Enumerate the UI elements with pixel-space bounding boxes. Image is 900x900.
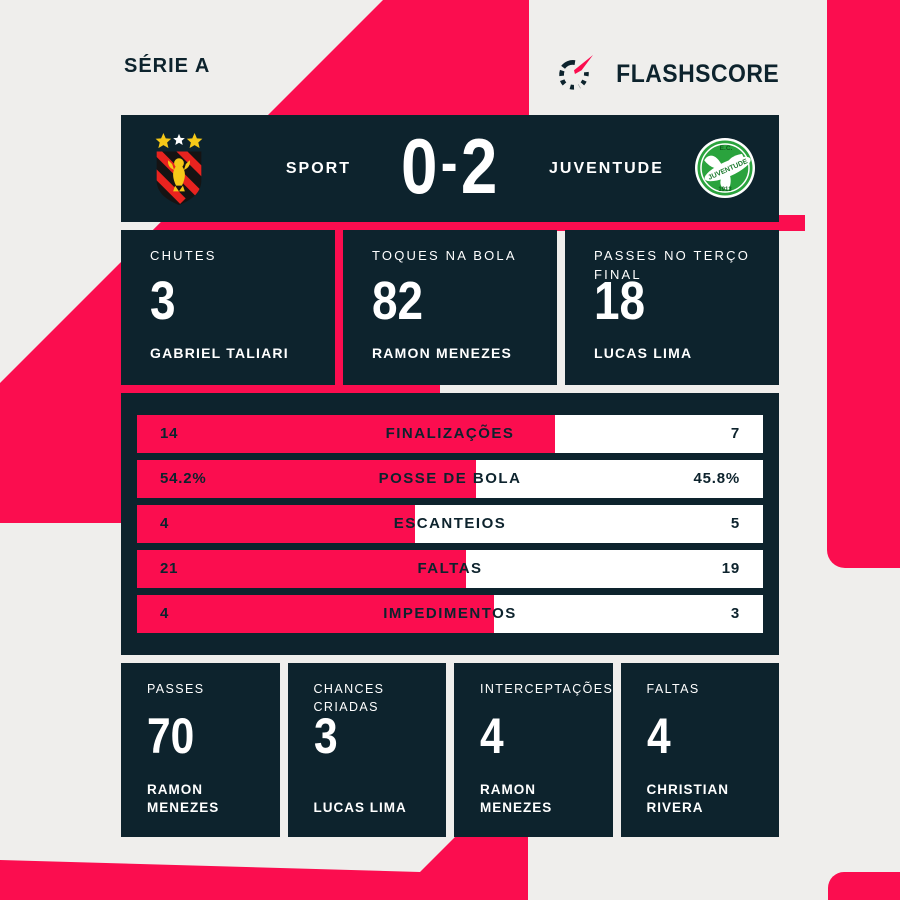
stat-label: CHUTES [150, 248, 217, 263]
league-title: SÉRIE A [124, 55, 211, 77]
flashscore-logo: FLASHSCORE [555, 53, 779, 95]
top-stat-boxes: CHUTES 3 GABRIEL TALIARI TOQUES NA BOLA … [121, 230, 779, 385]
stat-box-passes: PASSES 70 RAMON MENEZES [121, 663, 280, 837]
bar-home-fill [137, 550, 466, 588]
svg-text:E.C.: E.C. [720, 145, 733, 152]
stat-player: GABRIEL TALIARI [150, 345, 289, 362]
bar-away-value: 5 [730, 515, 740, 532]
home-score: 0 [400, 121, 440, 210]
svg-text:1913: 1913 [718, 187, 732, 193]
stat-box-chutes: CHUTES 3 GABRIEL TALIARI [121, 230, 335, 385]
flashscore-wordmark: FLASHSCORE [615, 59, 779, 88]
stat-value: 18 [594, 271, 646, 331]
stat-value: 3 [150, 271, 176, 331]
bottom-stat-boxes: PASSES 70 RAMON MENEZES CHANCES CRIADAS … [121, 663, 779, 837]
stat-box-passes-terco: PASSES NO TERÇO FINAL 18 LUCAS LIMA [565, 230, 779, 385]
bar-away-value: 3 [730, 605, 740, 622]
bar-away-value: 19 [721, 560, 740, 577]
sport-crest-icon [155, 132, 203, 206]
stat-player: RAMON MENEZES [147, 781, 220, 815]
bar-away-value: 7 [730, 425, 740, 442]
bar-home-fill [137, 505, 415, 543]
bar-stat-name: ESCANTEIOS [393, 515, 507, 532]
stat-box-faltas: FALTAS 4 CHRISTIAN RIVERA [620, 663, 779, 837]
flashscore-icon [558, 55, 593, 90]
bg-right-band [827, 0, 900, 568]
away-score: 2 [460, 121, 500, 210]
bar-home-value: 14 [160, 425, 179, 442]
stat-label: FALTAS [646, 682, 700, 696]
bar-stat-name: FINALIZAÇÕES [385, 425, 515, 442]
stat-label: INTERCEPTAÇÕES [480, 682, 614, 696]
bar-away-value: 45.8% [693, 470, 740, 487]
score-separator: - [440, 128, 460, 196]
bar-faltas: 21 FALTAS 19 [137, 550, 763, 588]
stat-label: PASSES [147, 682, 205, 696]
scoreboard-panel: SPORT 0-2 JUVENTUDE JUVENTUDE E.C. 1913 [121, 115, 779, 222]
bar-finalizacoes: 14 FINALIZAÇÕES 7 [137, 415, 763, 453]
bar-home-value: 21 [160, 560, 179, 577]
stat-box-toques: TOQUES NA BOLA 82 RAMON MENEZES [343, 230, 557, 385]
stat-player: CHRISTIAN RIVERA [646, 781, 729, 815]
juventude-crest-icon: JUVENTUDE E.C. 1913 [695, 138, 755, 198]
bar-stat-name: IMPEDIMENTOS [383, 605, 517, 622]
stat-player: RAMON MENEZES [372, 345, 513, 362]
comparison-bars-panel: 14 FINALIZAÇÕES 7 54.2% POSSE DE BOLA 45… [121, 393, 779, 655]
match-score: 0-2 [401, 126, 499, 204]
bg-bottom-right-corner [828, 872, 900, 900]
stat-player: RAMON MENEZES [480, 781, 553, 815]
bar-stat-name: FALTAS [417, 560, 483, 577]
stat-value: 3 [313, 708, 338, 764]
stat-label: TOQUES NA BOLA [372, 248, 517, 263]
bar-posse: 54.2% POSSE DE BOLA 45.8% [137, 460, 763, 498]
stat-box-interceptacoes: INTERCEPTAÇÕES 4 RAMON MENEZES [454, 663, 613, 837]
bar-home-fill [137, 595, 495, 633]
bar-home-value: 4 [160, 605, 170, 622]
bar-escanteios: 4 ESCANTEIOS 5 [137, 505, 763, 543]
bar-home-value: 4 [160, 515, 170, 532]
home-team-name: SPORT [285, 160, 351, 177]
bar-impedimentos: 4 IMPEDIMENTOS 3 [137, 595, 763, 633]
away-team-name: JUVENTUDE [549, 160, 664, 177]
stat-label: PASSES NO TERÇO FINAL [594, 248, 751, 282]
stat-label: CHANCES CRIADAS [313, 682, 385, 715]
stat-box-chances: CHANCES CRIADAS 3 LUCAS LIMA [287, 663, 446, 837]
bg-bottom-ribbon [0, 836, 528, 900]
stat-value: 4 [480, 708, 504, 764]
stat-value: 4 [646, 708, 671, 764]
stat-player: LUCAS LIMA [594, 345, 693, 362]
bar-home-value: 54.2% [160, 470, 207, 487]
stat-value: 82 [372, 271, 424, 331]
stat-player: LUCAS LIMA [313, 799, 407, 815]
stat-value: 70 [147, 708, 195, 764]
bar-stat-name: POSSE DE BOLA [378, 470, 522, 487]
bar-home-fill [137, 460, 477, 498]
bar-home-fill [137, 415, 555, 453]
